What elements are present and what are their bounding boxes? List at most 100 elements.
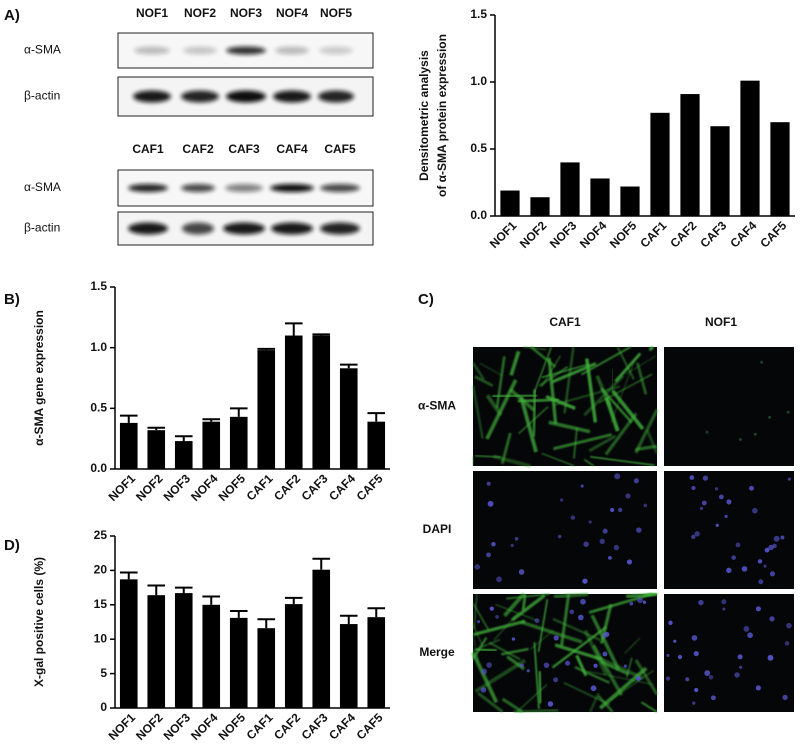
x-tick-label: CAF5 (354, 710, 386, 742)
lane-label: NOF2 (184, 6, 216, 20)
fiber (519, 396, 538, 453)
panel-label: B) (4, 291, 20, 308)
fiber (500, 432, 512, 465)
micrograph (473, 471, 657, 589)
y-tick-label: 25 (94, 528, 108, 542)
fiber (610, 360, 635, 423)
fiber (590, 614, 621, 671)
x-tick-label: NOF5 (216, 710, 249, 743)
nucleus (514, 537, 519, 541)
nucleus (604, 631, 610, 637)
y-axis-label: Densitometric analysis (417, 50, 431, 181)
fiber (552, 617, 601, 642)
nucleus (768, 544, 774, 551)
x-tick-label: NOF3 (161, 710, 194, 743)
fiber (474, 375, 494, 388)
blot-band (223, 222, 265, 235)
blot-band (181, 90, 219, 103)
x-tick-label: NOF2 (133, 710, 166, 743)
nucleus (569, 609, 575, 615)
fiber (509, 350, 521, 376)
micrograph-content (474, 473, 648, 584)
nucleus (701, 500, 707, 506)
fiber (492, 454, 531, 468)
y-axis-label: α-SMA gene expression (32, 310, 46, 446)
blot-band (320, 184, 360, 192)
nucleus (710, 695, 716, 701)
nucleus (698, 599, 704, 606)
nucleus (643, 503, 648, 508)
nucleus (582, 578, 588, 584)
nucleus (608, 556, 612, 560)
lane-label: CAF2 (182, 142, 214, 156)
x-tick-label: NOF1 (106, 471, 139, 504)
nucleus (526, 669, 530, 673)
bar (500, 190, 520, 216)
y-tick-label: 1.5 (470, 7, 487, 21)
nucleus (580, 484, 584, 488)
y-tick-label: 5 (100, 666, 107, 680)
bar (367, 617, 386, 708)
nucleus (689, 475, 695, 480)
nucleus (694, 531, 700, 537)
bar (740, 80, 760, 216)
nucleus (763, 564, 767, 568)
nucleus (625, 493, 631, 499)
panel-label: D) (4, 537, 20, 554)
nucleus (486, 552, 491, 558)
x-tick-label: CAF3 (299, 471, 331, 503)
bar (367, 421, 386, 469)
nucleus (714, 487, 719, 491)
bar (312, 335, 331, 469)
fiber (541, 452, 575, 467)
nucleus (570, 515, 576, 520)
micrograph (664, 347, 794, 466)
fiber (645, 429, 659, 454)
faint-signal (738, 438, 742, 442)
blot-band (273, 90, 311, 103)
x-tick-label: NOF3 (547, 218, 580, 251)
fiber (611, 389, 645, 431)
y-tick-label: 0 (100, 700, 107, 714)
fiber (506, 593, 551, 600)
fiber (583, 458, 595, 467)
fiber (503, 592, 526, 618)
blot-band (226, 90, 266, 103)
bar (530, 197, 550, 216)
fiber (547, 357, 558, 424)
bar (257, 350, 276, 469)
fiber (532, 389, 537, 437)
fiber (479, 362, 503, 377)
nucleus (749, 485, 754, 491)
fiber (516, 684, 548, 713)
x-tick-label: CAF1 (244, 471, 276, 503)
blot-band (225, 184, 263, 192)
fiber (636, 362, 648, 395)
fiber (548, 420, 591, 434)
blot-band (181, 184, 215, 192)
fiber (580, 346, 631, 376)
fiber (590, 455, 655, 467)
nucleus (588, 520, 592, 524)
nucleus (511, 637, 516, 641)
blot-band (128, 184, 168, 192)
nucleus (474, 564, 481, 570)
fiber (473, 619, 526, 637)
faint-signal (760, 360, 764, 364)
nucleus (782, 694, 788, 701)
bar (119, 579, 138, 708)
nucleus (772, 543, 777, 548)
faint-signal (705, 430, 709, 434)
blot-band (226, 46, 266, 55)
nucleus (480, 687, 487, 693)
panel-label: A) (4, 7, 20, 24)
nucleus (715, 523, 719, 527)
x-tick-label: CAF2 (271, 710, 303, 742)
column-title: NOF1 (705, 315, 737, 329)
y-tick-label: 0.5 (470, 141, 487, 155)
panel-label: C) (418, 291, 434, 308)
faint-signal (786, 410, 790, 414)
x-tick-label: CAF1 (244, 710, 276, 742)
nucleus (590, 685, 597, 692)
blot-band (128, 222, 168, 235)
